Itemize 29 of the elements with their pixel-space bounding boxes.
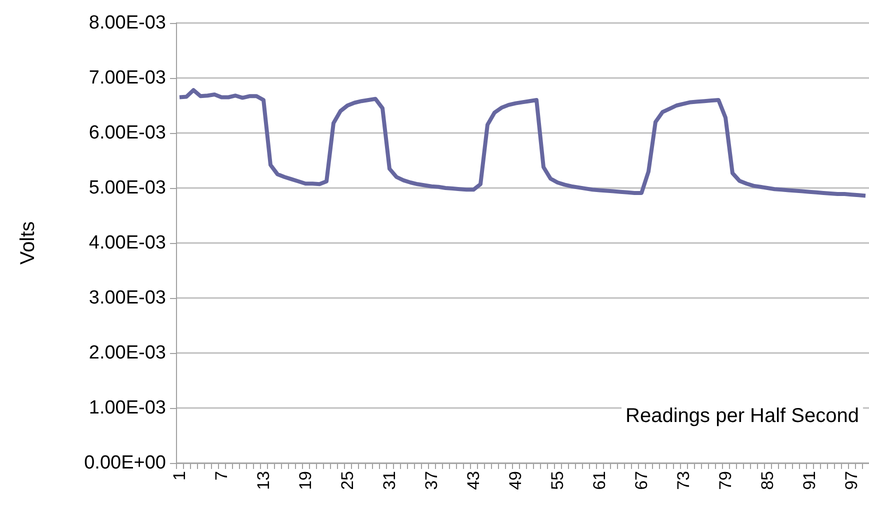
y-tick-label: 2.00E-03: [88, 342, 166, 364]
x-tick-label: 31: [380, 471, 399, 490]
y-tick-label: 4.00E-03: [88, 232, 166, 254]
x-tick-label: 25: [338, 471, 357, 490]
x-tick-label: 79: [716, 471, 735, 490]
y-tick-label: 5.00E-03: [88, 178, 166, 198]
x-tick-label: 85: [758, 471, 777, 490]
y-tick-label: 8.00E-03: [88, 12, 166, 34]
x-tick-label: 19: [296, 471, 315, 490]
x-tick-label: 67: [632, 471, 651, 490]
line-series: [178, 88, 868, 198]
x-tick-label: 37: [422, 471, 441, 490]
x-tick-label: 49: [506, 471, 525, 490]
x-tick-label: 91: [800, 471, 819, 490]
y-tick-label: 0.00E+00: [84, 452, 166, 474]
y-axis-title: Volts: [17, 221, 39, 265]
y-tick-label: 7.00E-03: [88, 68, 166, 88]
y-tick-label: 1.00E-03: [88, 398, 166, 418]
x-tick-label: 55: [548, 471, 567, 490]
x-tick-label: 1: [170, 471, 189, 480]
x-tick-label: 73: [674, 471, 693, 490]
y-tick-label: 6.00E-03: [88, 122, 166, 144]
x-tick-label: 97: [842, 471, 861, 490]
x-tick-label: 13: [254, 471, 273, 490]
x-tick-label: 43: [464, 471, 483, 490]
x-tick-label: 61: [590, 471, 609, 490]
x-axis-title: Readings per Half Second: [626, 405, 860, 427]
x-tick-label: 7: [212, 471, 231, 480]
y-tick-label: 3.00E-03: [88, 288, 166, 308]
